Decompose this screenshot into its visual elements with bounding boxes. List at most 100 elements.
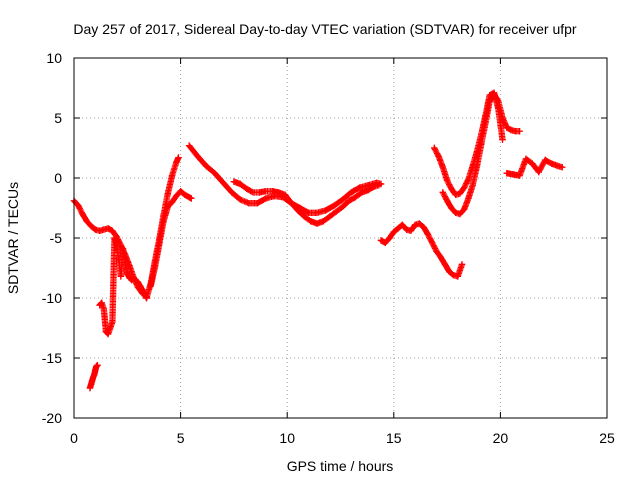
data-point xyxy=(437,254,444,261)
data-point xyxy=(460,184,468,191)
data-point xyxy=(431,144,438,152)
data-point xyxy=(333,208,340,215)
data-point xyxy=(452,191,459,198)
data-point xyxy=(358,189,366,196)
data-point xyxy=(529,160,536,167)
x-axis-ticks: 0 5 10 15 20 25 xyxy=(70,58,615,446)
data-point xyxy=(495,98,502,105)
data-point xyxy=(443,197,451,204)
data-point xyxy=(262,188,270,195)
data-point xyxy=(168,172,176,179)
data-point xyxy=(294,207,302,214)
data-point xyxy=(460,206,468,213)
y-tick-label: 10 xyxy=(46,50,62,66)
data-point xyxy=(88,377,96,384)
data-point xyxy=(228,189,235,196)
y-tick-label: -10 xyxy=(42,290,62,306)
data-point xyxy=(111,234,118,242)
data-point xyxy=(109,318,116,326)
data-point xyxy=(507,126,515,134)
data-point xyxy=(220,179,227,186)
data-point xyxy=(435,153,442,160)
data-point xyxy=(115,256,122,263)
series-marks xyxy=(377,220,466,280)
plot-frame xyxy=(73,57,608,419)
data-point xyxy=(175,154,182,161)
data-point xyxy=(92,226,99,233)
data-point xyxy=(394,225,402,232)
data-point xyxy=(160,218,167,225)
data-point xyxy=(94,362,101,369)
data-point xyxy=(456,190,464,197)
data-point xyxy=(439,189,447,196)
data-point xyxy=(535,168,542,176)
series-marks xyxy=(147,188,195,290)
data-point xyxy=(92,366,99,374)
data-point xyxy=(275,189,282,196)
data-point xyxy=(499,136,506,143)
series-track-9 xyxy=(431,89,506,198)
data-point xyxy=(96,227,103,234)
y-tick-label: 5 xyxy=(54,110,62,126)
data-point xyxy=(147,282,154,290)
data-point xyxy=(365,186,372,194)
data-point xyxy=(339,196,346,203)
x-axis-label: GPS time / hours xyxy=(287,458,394,474)
data-point xyxy=(386,234,393,242)
data-point xyxy=(548,160,555,167)
data-point xyxy=(98,299,105,306)
data-point xyxy=(269,188,276,195)
data-point xyxy=(121,261,129,268)
x-tick-label: 25 xyxy=(599,430,615,446)
data-point xyxy=(164,203,172,210)
data-point xyxy=(330,202,338,209)
data-point xyxy=(478,141,485,148)
data-point xyxy=(448,185,455,192)
data-point xyxy=(119,245,127,252)
data-point xyxy=(262,195,270,202)
data-point xyxy=(256,189,263,196)
data-point xyxy=(465,176,472,183)
data-point xyxy=(151,263,159,270)
data-point xyxy=(237,180,244,188)
data-point xyxy=(164,190,172,197)
data-point xyxy=(173,159,180,166)
data-point xyxy=(441,261,449,268)
data-point xyxy=(375,182,383,189)
series-track-6 xyxy=(185,142,385,216)
series-marks xyxy=(439,90,523,218)
data-point xyxy=(117,273,125,280)
data-point xyxy=(91,371,98,378)
data-point xyxy=(202,162,210,170)
y-tick-label: -15 xyxy=(42,350,62,366)
data-point xyxy=(181,191,189,198)
series-track-8 xyxy=(377,220,466,280)
data-point xyxy=(281,191,289,198)
data-point xyxy=(139,286,146,293)
data-point xyxy=(482,119,489,126)
data-point xyxy=(188,195,195,202)
series-track-10 xyxy=(439,90,523,218)
data-point xyxy=(168,198,176,206)
data-point xyxy=(371,183,378,190)
data-point xyxy=(87,381,95,388)
data-point xyxy=(245,200,253,207)
data-point xyxy=(313,209,321,216)
data-point xyxy=(473,162,481,170)
series-track-7 xyxy=(230,178,383,227)
y-tick-label: -20 xyxy=(42,410,62,426)
data-point xyxy=(411,221,419,228)
data-point xyxy=(93,363,100,370)
data-point xyxy=(136,282,144,290)
grid-lines xyxy=(74,58,607,418)
data-point xyxy=(254,200,261,207)
data-point xyxy=(230,178,238,185)
data-point xyxy=(109,227,116,234)
data-point xyxy=(237,196,244,203)
data-point xyxy=(490,90,498,98)
data-point xyxy=(522,155,530,162)
data-point xyxy=(509,171,517,178)
x-tick-label: 15 xyxy=(386,430,402,446)
data-point xyxy=(345,197,353,204)
